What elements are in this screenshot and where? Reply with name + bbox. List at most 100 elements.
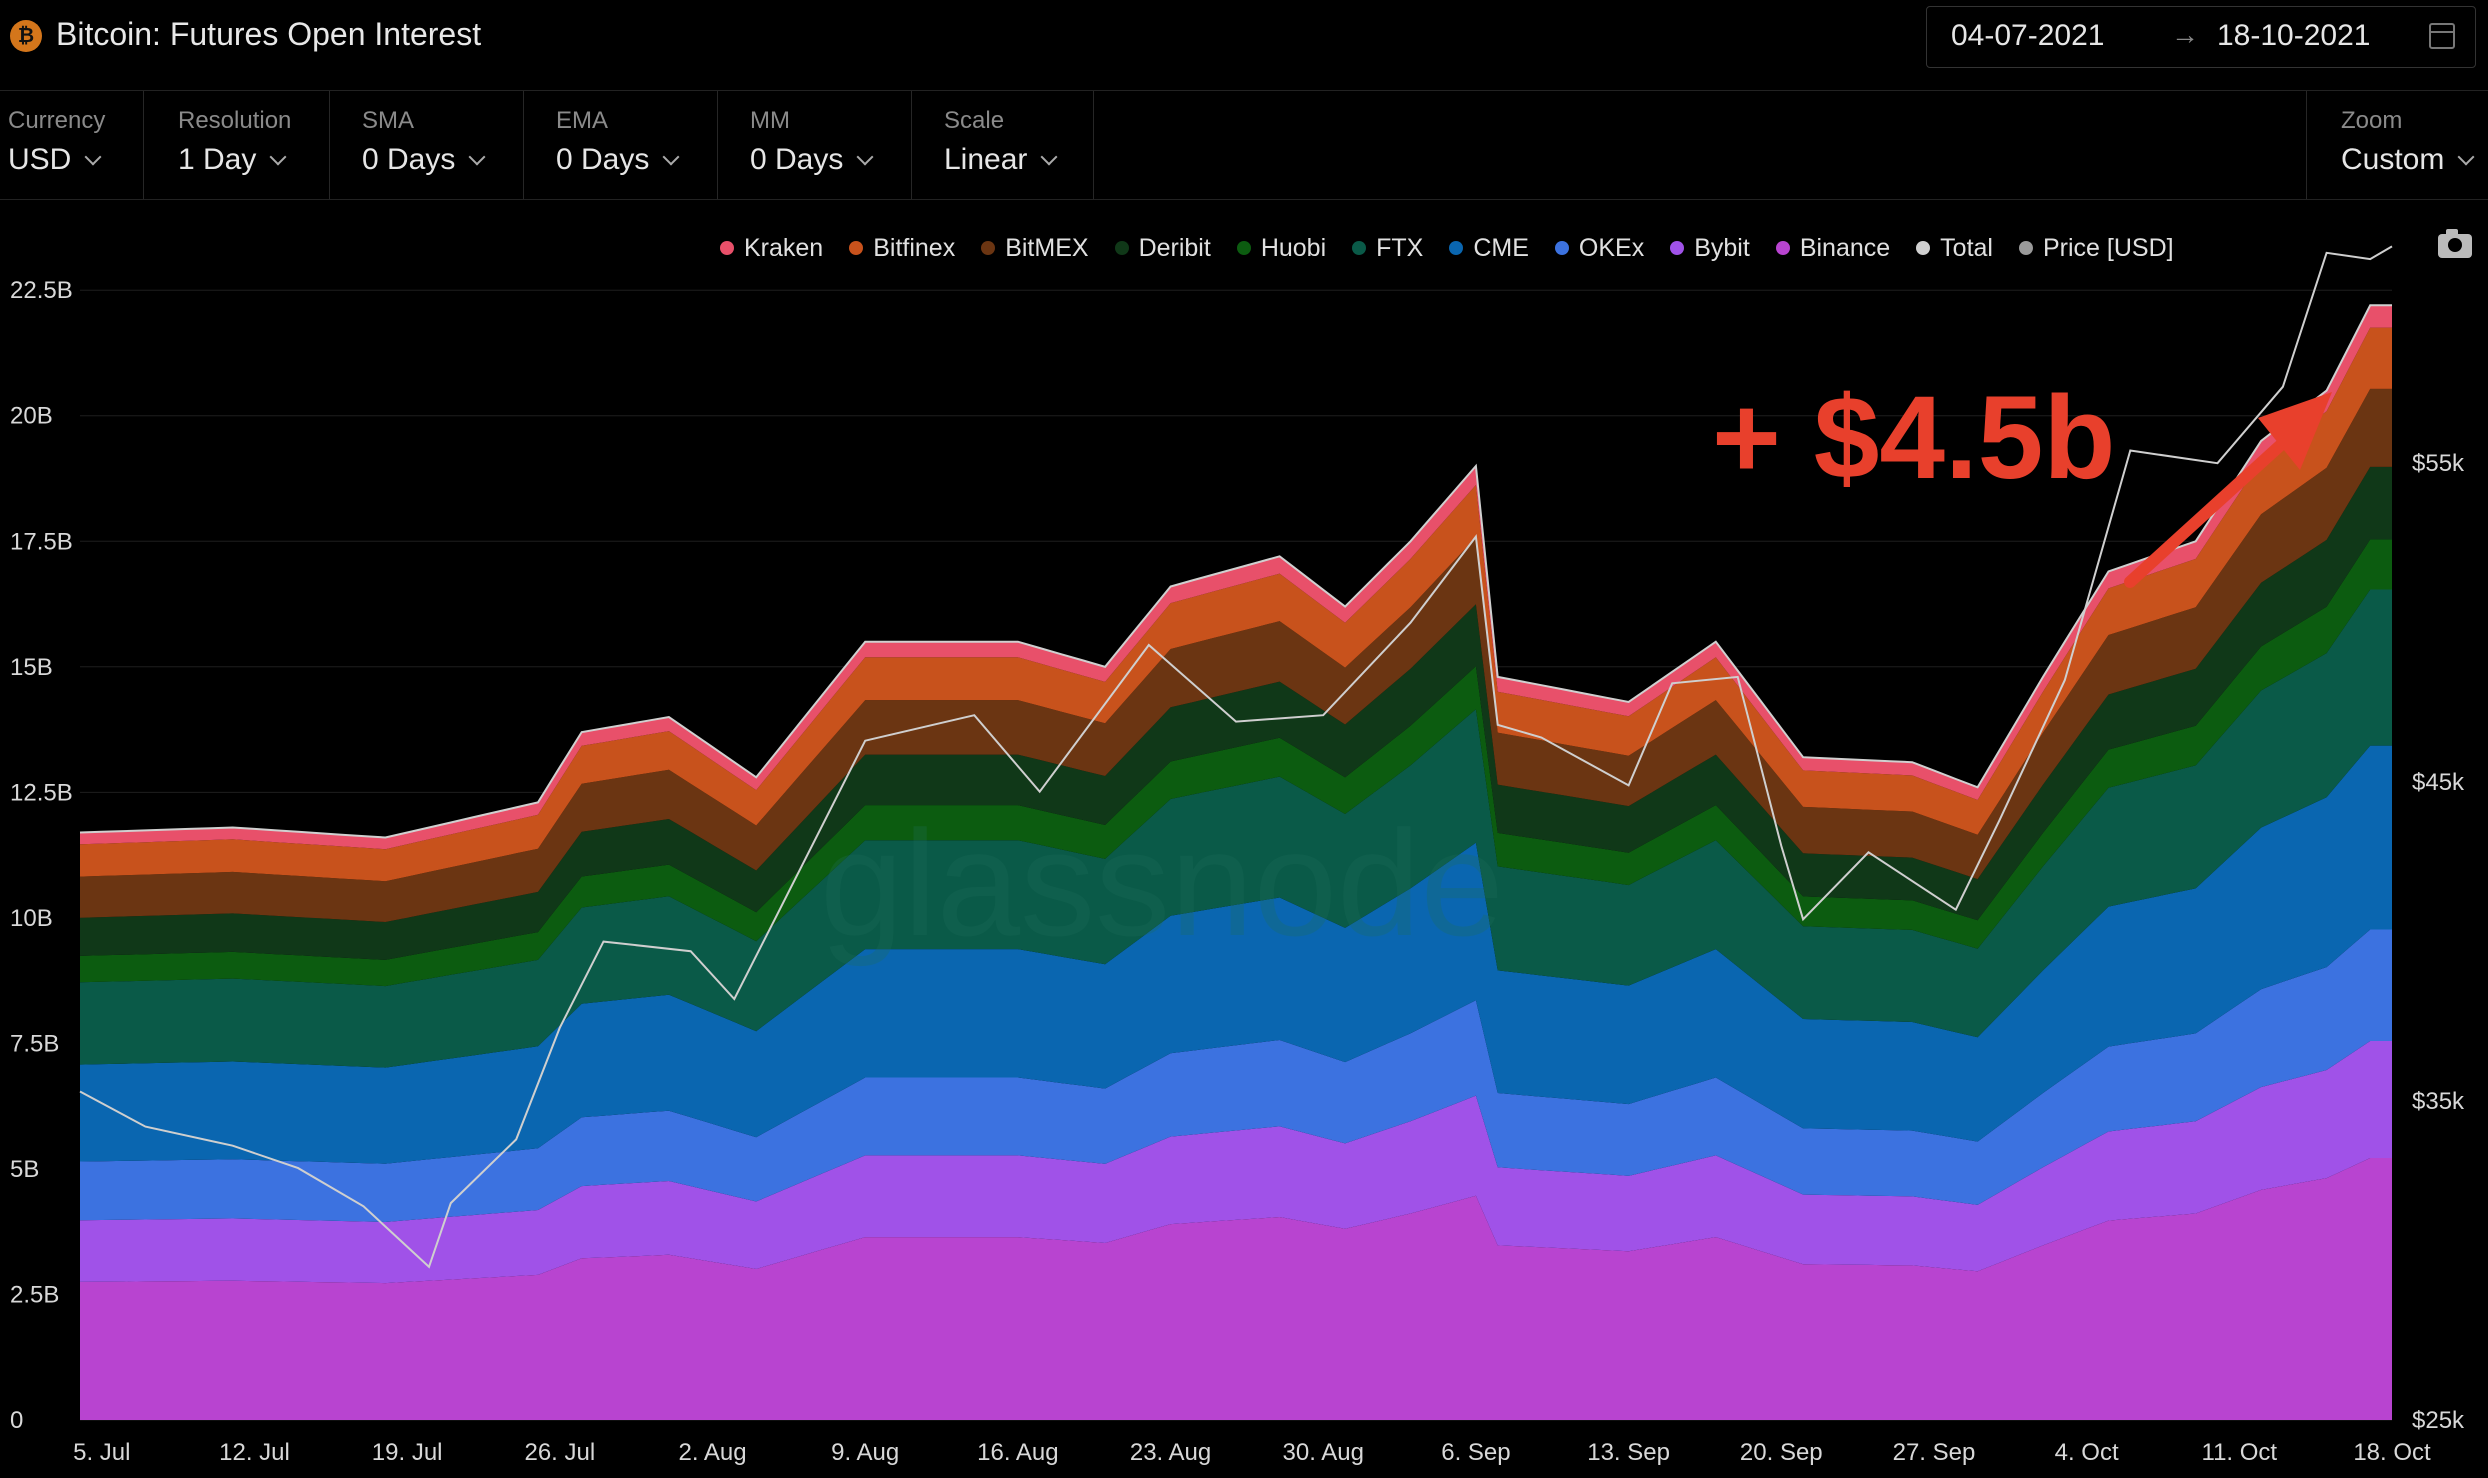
zoom-label: Zoom — [2341, 107, 2403, 134]
series-line-price — [79, 245, 2393, 1269]
y-tick-label: 7.5B — [10, 1030, 59, 1057]
scale-label: Scale — [944, 107, 1005, 134]
page-title: Bitcoin: Futures Open Interest — [56, 16, 482, 52]
legend-item-kraken[interactable]: Kraken — [720, 234, 823, 263]
area-bybit — [80, 1041, 2392, 1284]
legend-item-total[interactable]: Total — [1916, 234, 1993, 263]
y-tick-label: 0 — [10, 1407, 23, 1434]
zoom-value[interactable]: Custom — [2341, 143, 2475, 177]
legend-dot — [1670, 241, 1685, 255]
chart-header: ₿ Bitcoin: Futures Open Interest 04-07-2… — [0, 0, 2488, 91]
scale-dropdown[interactable]: Scale Linear — [912, 91, 1094, 199]
legend-item-bybit[interactable]: Bybit — [1670, 234, 1750, 263]
area-bitfinex — [80, 327, 2392, 882]
zoom-dropdown[interactable]: Zoom Custom — [2306, 91, 2488, 199]
ema-label: EMA — [556, 107, 609, 134]
x-tick-label: 16. Aug — [977, 1439, 1058, 1466]
legend-dot — [1114, 241, 1129, 255]
bitcoin-icon: ₿ — [10, 20, 42, 52]
currency-value[interactable]: USD — [8, 143, 102, 177]
x-tick-label: 30. Aug — [1283, 1439, 1364, 1466]
y-tick-label: 2.5B — [10, 1281, 59, 1308]
y2-axis-ticks: $25k $35k $45k $55k — [2412, 450, 2465, 1434]
resolution-dropdown[interactable]: Resolution 1 Day — [144, 91, 330, 199]
y-tick-label: 20B — [10, 403, 53, 430]
y-tick-label: 15B — [10, 654, 53, 681]
area-deribit — [80, 466, 2392, 960]
y-tick-label: 12.5B — [10, 779, 73, 806]
annotation-arrowhead — [2258, 392, 2332, 470]
ema-dropdown[interactable]: EMA 0 Days — [524, 91, 718, 199]
area-huobi — [80, 539, 2392, 987]
y2-tick-label: $35k — [2412, 1088, 2465, 1115]
legend-dot — [1236, 241, 1251, 255]
x-tick-label: 4. Oct — [2055, 1439, 2119, 1466]
chart-legend: Kraken Bitfinex BitMEX Deribit Huobi FTX… — [720, 232, 2200, 264]
resolution-value[interactable]: 1 Day — [178, 143, 287, 177]
y-tick-label: 10B — [10, 905, 53, 932]
sma-dropdown[interactable]: SMA 0 Days — [330, 91, 524, 199]
stacked-areas — [80, 305, 2392, 1420]
legend-dot — [981, 241, 996, 255]
area-bitmex — [80, 388, 2392, 922]
legend-dot — [720, 241, 734, 255]
legend-item-deribit[interactable]: Deribit — [1114, 234, 1211, 263]
x-tick-label: 9. Aug — [831, 1439, 899, 1466]
ema-value[interactable]: 0 Days — [556, 143, 680, 177]
chart-controls: Currency USD Resolution 1 Day SMA 0 Days… — [0, 91, 2488, 200]
x-tick-label: 19. Jul — [372, 1439, 443, 1466]
x-tick-label: 5. Jul — [73, 1439, 130, 1466]
currency-dropdown[interactable]: Currency USD — [0, 91, 144, 199]
legend-item-price[interactable]: Price [USD] — [2018, 234, 2174, 263]
y2-tick-label: $25k — [2412, 1407, 2465, 1434]
x-tick-label: 13. Sep — [1587, 1439, 1670, 1466]
annotation: + $4.5b — [1712, 372, 2332, 588]
y2-tick-label: $55k — [2412, 450, 2465, 477]
mm-value[interactable]: 0 Days — [750, 143, 874, 177]
date-end-input[interactable]: 18-10-2021 — [2217, 19, 2371, 52]
legend-item-binance[interactable]: Binance — [1775, 234, 1890, 263]
x-tick-label: 2. Aug — [678, 1439, 746, 1466]
x-tick-label: 6. Sep — [1441, 1439, 1510, 1466]
y-tick-label: 5B — [10, 1156, 39, 1183]
x-tick-label: 20. Sep — [1740, 1439, 1823, 1466]
watermark: glassnode — [820, 799, 1504, 967]
annotation-arrow — [2124, 426, 2301, 588]
legend-item-bitfinex[interactable]: Bitfinex — [849, 234, 955, 263]
sma-value[interactable]: 0 Days — [362, 143, 486, 177]
legend-dot — [849, 241, 864, 255]
x-tick-label: 23. Aug — [1130, 1439, 1211, 1466]
scale-value[interactable]: Linear — [944, 143, 1058, 177]
mm-dropdown[interactable]: MM 0 Days — [718, 91, 912, 199]
legend-item-huobi[interactable]: Huobi — [1236, 234, 1326, 263]
legend-item-cme[interactable]: CME — [1449, 234, 1529, 263]
y-tick-label: 22.5B — [10, 277, 73, 304]
legend-dot — [1916, 241, 1931, 255]
area-binance — [80, 1158, 2392, 1420]
date-start-input[interactable]: 04-07-2021 — [1951, 19, 2105, 52]
camera-icon[interactable] — [2438, 229, 2472, 258]
legend-dot — [1775, 241, 1790, 255]
annotation-text: + $4.5b — [1712, 372, 2115, 504]
arrow-right-icon: → — [2171, 19, 2199, 50]
x-tick-label: 12. Jul — [219, 1439, 290, 1466]
legend-item-ftx[interactable]: FTX — [1352, 234, 1423, 263]
legend-item-bitmex[interactable]: BitMEX — [981, 234, 1089, 263]
y2-tick-label: $45k — [2412, 769, 2465, 796]
resolution-label: Resolution — [178, 107, 292, 134]
area-okex — [80, 929, 2392, 1222]
legend-dot — [1352, 241, 1367, 255]
x-tick-label: 26. Jul — [524, 1439, 595, 1466]
currency-label: Currency — [8, 107, 106, 134]
x-tick-label: 11. Oct — [2202, 1439, 2278, 1466]
area-cme — [80, 745, 2392, 1164]
area-kraken — [80, 305, 2392, 850]
sma-label: SMA — [362, 107, 415, 134]
x-axis-ticks: 5. Jul 12. Jul 19. Jul 26. Jul 2. Aug 9. Aug 1… — [73, 1439, 2431, 1466]
calendar-icon[interactable] — [2429, 23, 2455, 49]
date-range-picker[interactable]: 04-07-2021 → 18-10-2021 — [1926, 6, 2476, 68]
legend-item-okex[interactable]: OKEx — [1554, 234, 1644, 263]
series-lines — [79, 245, 2393, 1269]
x-tick-label: 18. Oct — [2353, 1439, 2431, 1466]
